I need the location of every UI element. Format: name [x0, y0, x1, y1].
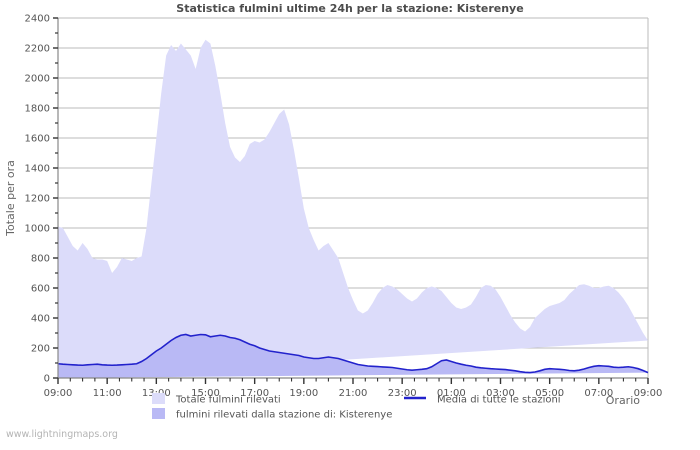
line-media-stazioni [57, 333, 649, 374]
axis-titles-group: Totale per ora Orario [4, 160, 640, 407]
x-axis-title: Orario [606, 394, 641, 407]
x-tick-label: 23:00 [388, 388, 417, 399]
y-axis-title: Totale per ora [4, 160, 17, 237]
y-tick-label: 2200 [25, 44, 50, 55]
y-tick-label: 1800 [25, 104, 50, 115]
y-tick-label: 2000 [25, 74, 50, 85]
chart-title: Statistica fulmini ultime 24h per la sta… [176, 2, 524, 15]
gridlines-group [58, 17, 649, 378]
legend-label: Media di tutte le stazioni [437, 395, 561, 406]
legend-label: fulmini rilevati dalla stazione di: Kist… [176, 410, 392, 421]
x-tick-label: 01:00 [437, 388, 466, 399]
tick-labels-group: 0 200 400 600 800 1000 1200 1400 1600 1800 2000 220… [25, 14, 663, 400]
x-tick-label: 11:00 [93, 388, 122, 399]
x-tick-label: 09:00 [634, 388, 663, 399]
legend-label: Totale fulmini rilevati [175, 395, 281, 406]
x-tick-label: 09:00 [44, 388, 73, 399]
y-tick-label: 1000 [25, 224, 50, 235]
y-tick-label: 2400 [25, 14, 50, 25]
watermark-text: www.lightningmaps.org [6, 429, 118, 440]
y-tick-label: 200 [31, 344, 50, 355]
series-area-total [58, 39, 648, 378]
series-line-average [57, 333, 649, 374]
x-tick-label: 21:00 [339, 388, 368, 399]
x-tick-label: 03:00 [486, 388, 515, 399]
legend-swatch [152, 393, 165, 404]
x-tick-label: 15:00 [191, 388, 220, 399]
legend-swatch [152, 408, 165, 419]
x-tick-label: 07:00 [584, 388, 613, 399]
y-tick-label: 1400 [25, 164, 50, 175]
area-station-fulmini [58, 334, 648, 378]
series-area-station [58, 334, 648, 378]
x-tick-label: 19:00 [289, 388, 318, 399]
x-tick-label: 05:00 [535, 388, 564, 399]
y-tick-label: 800 [31, 254, 50, 265]
y-tick-label: 1600 [25, 134, 50, 145]
y-tick-label: 1200 [25, 194, 50, 205]
area-total-fulmini [58, 39, 648, 378]
axes-group [53, 17, 649, 384]
x-tick-label: 17:00 [240, 388, 269, 399]
legend-group: Totale fulmini rilevati fulmini rilevati … [152, 393, 561, 421]
y-tick-label: 0 [44, 374, 50, 385]
y-tick-label: 400 [31, 314, 50, 325]
y-tick-label: 600 [31, 284, 50, 295]
